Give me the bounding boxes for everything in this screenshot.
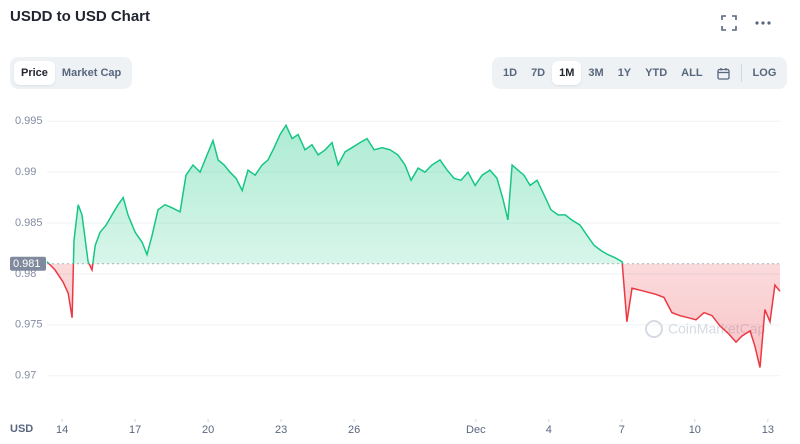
y-tick-label: 0.975 (15, 319, 43, 331)
price-line-down (47, 263, 781, 368)
y-tick-label: 0.995 (15, 115, 43, 127)
button[interactable]: 1D (503, 67, 518, 79)
y-tick-label: 0.98 (15, 268, 36, 280)
x-tick-label: 13 (762, 424, 774, 436)
divider (740, 64, 742, 82)
range-selector: 1D 7D 1M 3M 1Y YTD ALL LOG (492, 57, 788, 89)
button[interactable]: 1Y (617, 67, 632, 79)
button[interactable]: 3M (588, 67, 604, 79)
more-icon[interactable] (754, 14, 772, 32)
x-tick-label: 7 (619, 424, 625, 436)
watermark-logo (645, 320, 663, 338)
chart-title: USDD to USD Chart (10, 8, 151, 25)
x-tick-label: 10 (689, 424, 701, 436)
button[interactable]: YTD (645, 67, 668, 79)
price-line-up (46, 123, 624, 264)
button[interactable]: LOG (752, 67, 777, 79)
x-tick-label: 20 (202, 424, 214, 436)
watermark: CoinMarketCap (668, 321, 765, 337)
area-above (47, 125, 623, 264)
y-tick-label: 0.99 (15, 166, 36, 178)
x-tick-label: 23 (275, 424, 287, 436)
x-tick-label: 14 (56, 424, 68, 436)
button[interactable]: Market Cap (61, 67, 122, 79)
button[interactable]: 1M (552, 61, 582, 85)
baseline-label: 0.981 (13, 258, 41, 270)
chart-type-toggle: Price Market Cap (10, 57, 133, 89)
x-tick-label: 26 (348, 424, 360, 436)
area-below (47, 263, 780, 368)
button[interactable]: ALL (681, 67, 703, 79)
x-tick-label: 17 (129, 424, 141, 436)
button[interactable]: 7D (531, 67, 546, 79)
button[interactable]: Price (14, 61, 55, 85)
fullscreen-icon[interactable] (720, 14, 738, 32)
y-tick-label: 0.985 (15, 217, 43, 229)
y-axis-label: USD (10, 423, 33, 435)
y-tick-label: 0.97 (15, 370, 36, 382)
x-tick-label: 4 (546, 424, 552, 436)
calendar-button[interactable] (710, 61, 737, 86)
baseline-tag (10, 256, 46, 271)
x-tick-label: Dec (466, 424, 486, 436)
